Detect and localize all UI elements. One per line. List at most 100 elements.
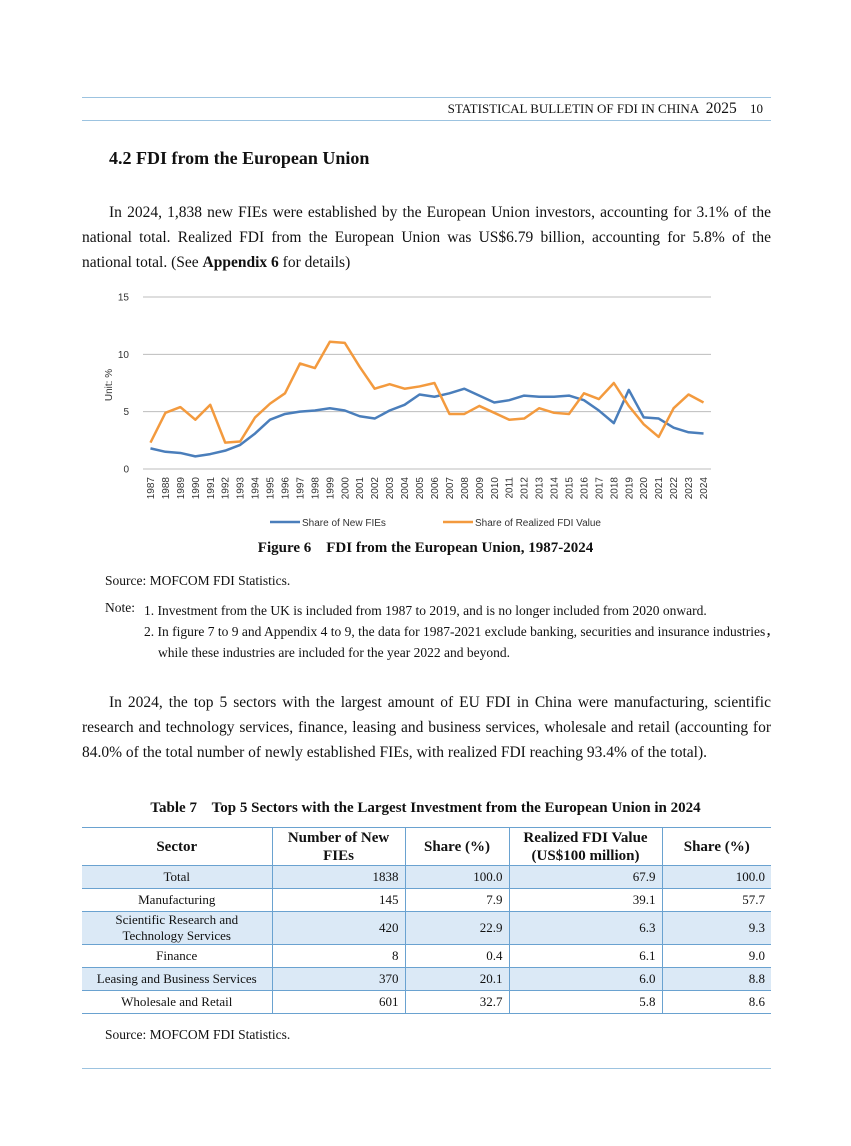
table-cell: 6.1 — [508, 944, 663, 968]
x-tick-label: 1994 — [251, 477, 262, 500]
table-row: Wholesale and Retail 601 32.7 5.8 8.6 — [82, 990, 771, 1014]
y-axis-label: Unit: % — [104, 369, 115, 401]
x-tick-label: 2013 — [535, 477, 546, 500]
table-cell: 22.9 — [404, 911, 510, 945]
note-label: Note: — [105, 600, 135, 615]
legend-label: Share of Realized FDI Value — [475, 518, 601, 529]
x-tick-label: 1992 — [221, 477, 232, 500]
header: STATISTICAL BULLETIN OF FDI IN CHINA 202… — [448, 99, 763, 119]
figure-caption: Figure 6 FDI from the European Union, 19… — [257, 540, 594, 556]
x-tick-label: 2008 — [460, 477, 471, 500]
x-tick-label: 2017 — [594, 477, 605, 500]
data-line — [149, 340, 705, 444]
legend-label: Share of New FIEs — [302, 518, 386, 529]
x-tick-label: 2005 — [415, 477, 426, 500]
column-header: Number of New FIEs — [271, 827, 406, 866]
header-rule — [82, 97, 771, 98]
x-tick-label: 2006 — [430, 477, 441, 500]
table-row: Total 1838 100.0 67.9 100.0 — [82, 865, 771, 889]
x-tick-label: 2012 — [520, 477, 531, 500]
data-line — [150, 387, 704, 458]
x-tick-label: 2023 — [684, 477, 695, 500]
table-cell: 1838 — [271, 865, 406, 889]
table-row: Finance 8 0.4 6.1 9.0 — [82, 944, 771, 968]
table-cell: Finance — [82, 944, 273, 968]
chart: Unit: % 0 5 10 15 1987 1988 1989 1990 1991 1992 19… — [104, 293, 711, 529]
x-tick-label: 2019 — [624, 477, 635, 500]
x-tick-label: 2000 — [340, 477, 351, 500]
x-tick-label: 1996 — [281, 477, 292, 500]
y-tick-label: 15 — [118, 293, 130, 304]
table-cell: 5.8 — [508, 990, 663, 1014]
bold-text: Appendix 6 — [202, 254, 279, 271]
table-row: Manufacturing 145 7.9 39.1 57.7 — [82, 888, 771, 912]
table-cell: 57.7 — [661, 888, 771, 912]
header-rule — [82, 120, 771, 121]
table-cell: 370 — [271, 967, 406, 991]
x-tick-label: 1995 — [266, 477, 277, 500]
y-tick-label: 5 — [123, 407, 129, 418]
x-tick-label: 1988 — [161, 477, 172, 500]
x-tick-label: 2021 — [654, 477, 665, 500]
footer-rule — [82, 1068, 771, 1069]
table-cell: 8 — [271, 944, 406, 968]
column-header: Realized FDI Value (US$100 million) — [508, 827, 663, 866]
section-title: 4.2 FDI from the European Union — [109, 148, 370, 168]
table-cell: Total — [82, 865, 273, 889]
x-tick-label: 1993 — [236, 477, 247, 500]
note: 2. In figure 7 to 9 and Appendix 4 to 9,… — [144, 624, 779, 660]
y-tick-label: 0 — [123, 465, 129, 476]
table-row: Leasing and Business Services 370 20.1 6.0 8… — [82, 967, 771, 991]
note: 1. Investment from the UK is included fr… — [144, 603, 707, 618]
x-tick-label: 2018 — [609, 477, 620, 500]
x-tick-label: 2015 — [565, 477, 576, 500]
table-cell: 100.0 — [404, 865, 510, 889]
table-row: Scientific Research and Technology Servi… — [82, 911, 771, 945]
table-cell: 601 — [271, 990, 406, 1014]
table-cell: Wholesale and Retail — [82, 990, 273, 1014]
column-header: Sector — [82, 827, 273, 866]
x-tick-label: 2004 — [400, 477, 411, 500]
table-cell: 8.6 — [661, 990, 771, 1014]
x-tick-label: 1989 — [176, 477, 187, 500]
x-tick-label: 1990 — [191, 477, 202, 500]
table-cell: 420 — [271, 911, 406, 945]
x-tick-label: 2007 — [445, 477, 456, 500]
x-tick-label: 2016 — [579, 477, 590, 500]
table-header: Sector Number of New FIEs Share (%) Realize… — [82, 827, 771, 866]
x-tick-label: 2011 — [505, 477, 516, 499]
table-cell: 32.7 — [404, 990, 510, 1014]
table-caption: Table 7 Top 5 Sectors with the Largest I… — [150, 800, 701, 816]
paragraph: In 2024, 1,838 new FIEs were established… — [82, 200, 771, 275]
table-cell: 67.9 — [508, 865, 663, 889]
x-tick-label: 1998 — [310, 477, 321, 500]
x-tick-label: 2010 — [490, 477, 501, 500]
x-tick-label: 1999 — [325, 477, 336, 500]
table: Sector Number of New FIEs Share (%) Realize… — [82, 827, 771, 1014]
x-tick-label: 2002 — [370, 477, 381, 500]
table-cell: 6.0 — [508, 967, 663, 991]
table-cell: 6.3 — [508, 911, 663, 945]
page-number: 10 — [750, 101, 763, 116]
text: for details) — [278, 254, 351, 271]
x-tick-label: 1991 — [206, 477, 217, 500]
y-tick-label: 10 — [118, 350, 130, 361]
x-tick-label: 1997 — [295, 477, 306, 500]
table-cell: 20.1 — [404, 967, 510, 991]
text: In 2024, 1,838 new FIEs were established… — [82, 204, 771, 271]
x-tick-label: 2024 — [699, 477, 710, 500]
x-tick-label: 2003 — [385, 477, 396, 500]
header-title: STATISTICAL BULLETIN OF FDI IN CHINA — [447, 101, 699, 116]
column-header: Share (%) — [661, 827, 771, 866]
table-cell: 39.1 — [508, 888, 663, 912]
x-tick-label: 2001 — [355, 477, 366, 500]
x-tick-label: 2009 — [475, 477, 486, 500]
table-cell: 9.3 — [661, 911, 771, 945]
x-tick-label: 2022 — [669, 477, 680, 500]
x-tick-label: 2020 — [639, 477, 650, 500]
table-cell: Leasing and Business Services — [82, 967, 273, 991]
table-cell: Manufacturing — [82, 888, 273, 912]
table-cell: 7.9 — [404, 888, 510, 912]
paragraph: In 2024, the top 5 sectors with the larg… — [82, 694, 771, 761]
